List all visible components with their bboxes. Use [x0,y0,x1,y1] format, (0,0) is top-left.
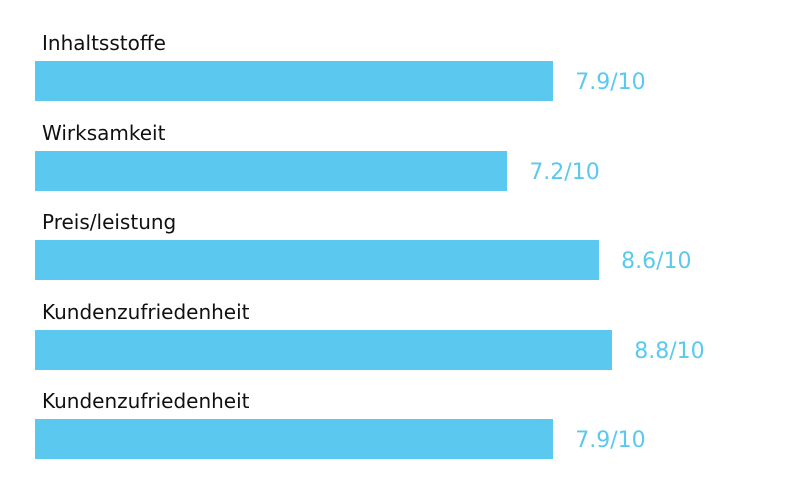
rating-bar [35,61,554,101]
chart-row: Wirksamkeit 7.2/10 [0,121,800,211]
value-label: 7.9/10 [575,428,646,453]
category-label: Preis/leistung [42,210,177,234]
category-label: Kundenzufriedenheit [42,299,250,324]
rating-bar [35,419,554,459]
value-label: 7.2/10 [529,159,600,185]
value-label: 7.9/10 [575,70,646,95]
chart-row: Preis/leistung 8.6/10 [0,210,800,300]
chart-row: Inhaltsstoffe 7.9/10 [0,31,800,121]
category-label: Wirksamkeit [42,120,166,145]
value-label: 8.6/10 [621,249,692,274]
value-label: 8.8/10 [634,338,705,364]
rating-bar [35,150,508,191]
chart-row: Kundenzufriedenheit 8.8/10 [0,300,800,390]
category-label: Kundenzufriedenheit [42,389,250,413]
rating-bar [35,329,613,370]
chart-row: Kundenzufriedenheit 7.9/10 [0,389,800,479]
rating-bar [35,240,600,280]
category-label: Inhaltsstoffe [42,31,166,55]
